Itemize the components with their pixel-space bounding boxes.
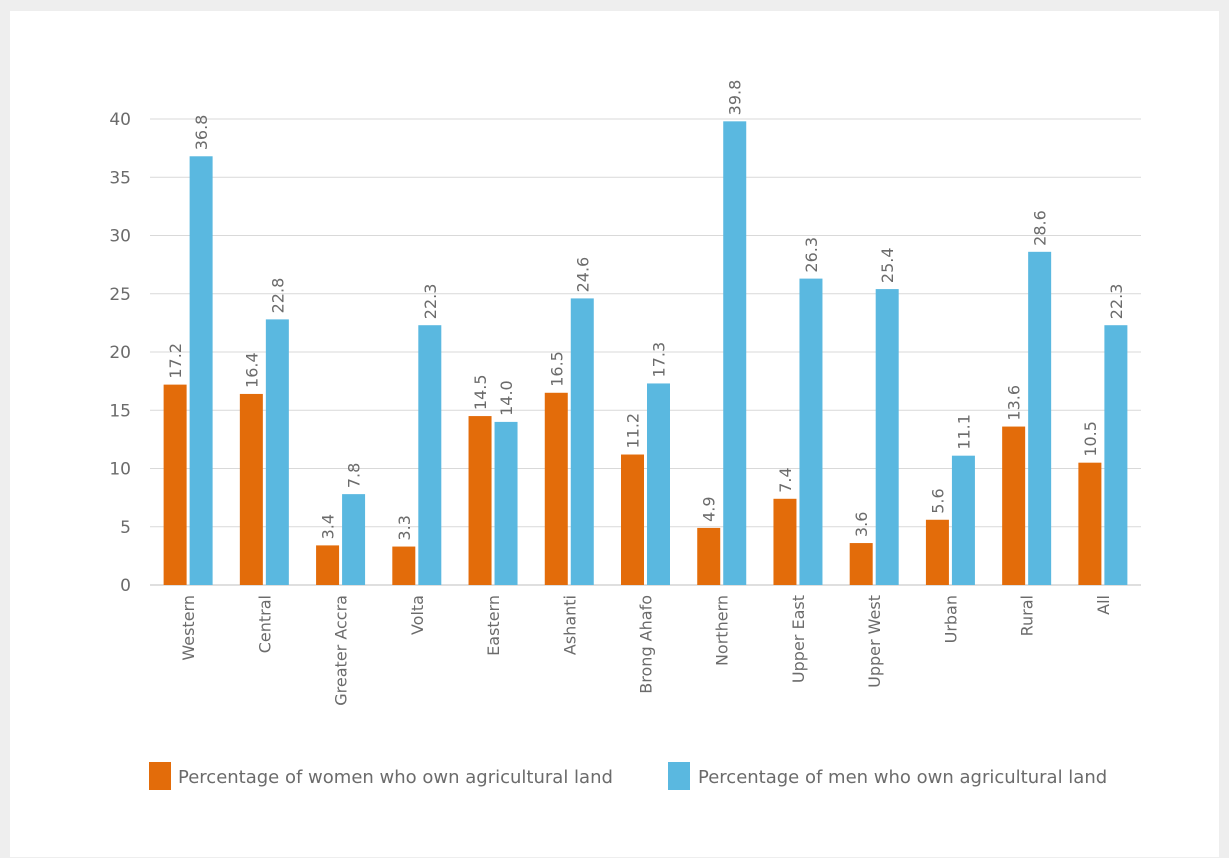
data-label: 10.5 [1081, 421, 1100, 457]
bars: 17.2 36.8 16.4 22.8 3.4 7.8 3.3 22.3 14.5 14.0 16.… [163, 80, 1128, 585]
data-label: 22.3 [421, 284, 440, 320]
data-label: 3.6 [852, 512, 871, 537]
data-label: 14.0 [497, 380, 516, 416]
data-label: 11.1 [954, 414, 973, 450]
bar-women [392, 546, 416, 585]
y-tick-label: 35 [109, 168, 131, 188]
data-label: 5.6 [928, 488, 947, 513]
bar-men [799, 278, 823, 585]
bar-women [163, 384, 187, 585]
y-tick-label: 25 [109, 285, 131, 305]
bar-chart: 0 5 10 15 20 25 30 35 40 17.2 36.8 16.4 22.8 3.4 7.8 3… [109, 80, 1141, 790]
bar-men [418, 325, 442, 585]
legend-swatch-men [668, 762, 690, 790]
y-tick-label: 15 [109, 401, 131, 421]
data-label: 4.9 [700, 496, 719, 521]
bar-men [647, 383, 670, 585]
x-tick-label: Rural [1018, 595, 1037, 636]
x-tick-label: Urban [941, 595, 960, 643]
bar-men [1028, 251, 1052, 585]
data-label: 16.5 [547, 351, 566, 387]
x-tick-label: Central [255, 595, 274, 653]
data-label: 39.8 [726, 80, 745, 116]
data-label: 26.3 [802, 237, 821, 273]
bar-women [1078, 462, 1102, 585]
bar-men [570, 298, 594, 585]
y-tick-label: 40 [109, 110, 131, 130]
data-label: 24.6 [573, 257, 592, 293]
y-tick-label: 30 [109, 227, 131, 247]
chart-panel: 0 5 10 15 20 25 30 35 40 17.2 36.8 16.4 22.8 3.4 7.8 3… [10, 11, 1219, 857]
bar-men [342, 494, 366, 585]
x-tick-label: Upper West [865, 595, 884, 688]
bar-women [925, 519, 949, 585]
data-label: 7.4 [776, 467, 795, 492]
x-tick-label: Northern [713, 595, 732, 666]
data-label: 7.8 [345, 463, 364, 488]
x-tick-label: Eastern [484, 595, 503, 656]
bar-women [1002, 426, 1026, 585]
data-label: 13.6 [1005, 385, 1024, 421]
bar-men [1104, 325, 1128, 585]
y-tick-label: 20 [109, 343, 131, 363]
bar-women [849, 543, 873, 585]
bar-men [951, 455, 975, 585]
data-label: 25.4 [878, 247, 897, 283]
bar-women [621, 454, 644, 585]
bar-men [189, 156, 213, 585]
bar-men [494, 421, 518, 585]
bar-men [265, 319, 289, 585]
data-label: 3.4 [319, 514, 338, 539]
data-label: 17.2 [166, 343, 185, 379]
bar-women [239, 393, 263, 585]
x-tick-label: Western [179, 595, 198, 661]
data-label: 22.8 [268, 278, 287, 314]
bar-women [468, 416, 492, 585]
x-tick-label: Greater Accra [332, 595, 351, 706]
x-axis: Western Central Greater Accra Volta Eastern A… [179, 595, 1113, 706]
x-tick-label: Volta [408, 595, 427, 635]
bar-men [723, 121, 747, 585]
x-tick-label: All [1094, 595, 1113, 615]
bar-men [875, 289, 899, 585]
legend: Percentage of women who own agricultural… [149, 762, 1107, 790]
x-tick-label: Brong Ahafo [637, 595, 656, 694]
legend-label-women: Percentage of women who own agricultural… [178, 767, 613, 788]
legend-label-men: Percentage of men who own agricultural l… [698, 767, 1107, 788]
bar-women [544, 392, 568, 585]
data-label: 3.3 [395, 515, 414, 540]
x-tick-label: Ashanti [560, 595, 579, 655]
bar-women [773, 498, 797, 585]
data-label: 22.3 [1107, 284, 1126, 320]
data-label: 28.6 [1031, 210, 1050, 246]
y-tick-label: 10 [109, 460, 131, 480]
y-tick-label: 0 [120, 576, 131, 596]
bar-women [316, 545, 340, 585]
data-label: 36.8 [192, 115, 211, 151]
x-tick-label: Upper East [789, 595, 808, 683]
y-axis: 0 5 10 15 20 25 30 35 40 [109, 110, 131, 596]
legend-swatch-women [149, 762, 171, 790]
y-tick-label: 5 [120, 518, 131, 538]
data-label: 16.4 [242, 352, 261, 388]
gridlines [150, 118, 1141, 586]
data-label: 14.5 [471, 374, 490, 410]
bar-women [697, 527, 721, 585]
data-label: 11.2 [624, 413, 643, 449]
data-label: 17.3 [650, 342, 669, 378]
